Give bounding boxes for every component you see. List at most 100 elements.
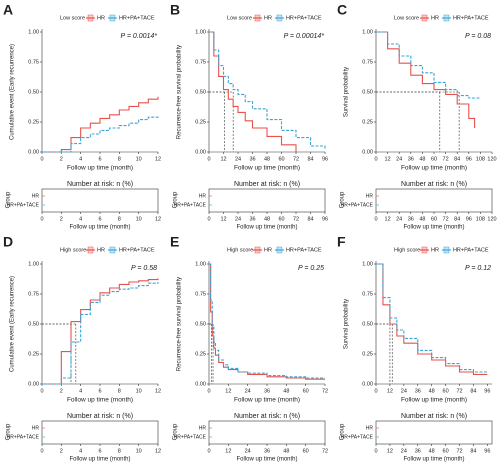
y-tick-label: 1.00 — [195, 29, 206, 35]
y-axis-label: Recurrence-free survival probability — [177, 277, 183, 371]
risk-table — [41, 420, 159, 445]
table-x-tick-label: 0 — [207, 448, 210, 454]
table-x-tick-label: 6 — [98, 216, 101, 222]
table-x-tick-label: 12 — [220, 216, 226, 222]
legend-label: HR+PA+TACE — [286, 247, 322, 253]
x-tick-label: 48 — [283, 388, 289, 394]
table-x-tick-label: 12 — [385, 216, 391, 222]
legend-box — [421, 246, 428, 254]
x-tick-label: 8 — [118, 156, 121, 162]
y-tick-label: 0.75 — [362, 59, 373, 65]
risk-row-label: HR — [366, 193, 374, 199]
legend-box — [254, 14, 261, 22]
km-curve — [42, 282, 159, 385]
table-x-tick-label: 36 — [415, 448, 421, 454]
km-curve — [376, 263, 488, 373]
table-x-tick-label: 60 — [303, 448, 309, 454]
table-x-tick-label: 84 — [454, 216, 460, 222]
x-tick-label: 6 — [98, 388, 101, 394]
y-tick-label: 0.00 — [362, 149, 373, 155]
risk-row-label: HR — [32, 193, 40, 199]
y-tick-label: 0.50 — [28, 89, 39, 95]
legend-box — [109, 14, 116, 22]
risk-table — [375, 188, 493, 213]
x-tick-label: 24 — [401, 388, 407, 394]
risk-title: Number at risk: n (%) — [401, 181, 467, 188]
table-x-tick-label: 72 — [443, 216, 449, 222]
x-axis-label: Follow up time (month) — [401, 397, 467, 404]
risk-group-label: Group — [6, 423, 12, 440]
p-value: P = 0.0014* — [120, 33, 157, 40]
risk-row-label: HR — [199, 193, 207, 199]
x-tick-label: 24 — [245, 388, 251, 394]
x-tick-label: 96 — [466, 156, 472, 162]
x-tick-label: 0 — [207, 388, 210, 394]
legend-box — [109, 246, 116, 254]
km-curve — [209, 263, 325, 380]
risk-title: Number at risk: n (%) — [401, 413, 467, 420]
legend-box — [87, 246, 94, 254]
x-tick-label: 6 — [98, 156, 101, 162]
risk-table — [41, 188, 159, 213]
table-x-tick-label: 4 — [79, 448, 82, 454]
table-x-tick-label: 24 — [245, 448, 251, 454]
x-axis-label: Follow up time (month) — [234, 165, 300, 172]
x-tick-label: 24 — [396, 156, 402, 162]
risk-group-label: Group — [340, 423, 346, 440]
legend-label: HR — [264, 247, 272, 253]
legend-label: HR — [97, 15, 105, 21]
legend-label: HR+PA+TACE — [119, 15, 155, 21]
legend-label: HR — [97, 247, 105, 253]
legend-box — [254, 246, 261, 254]
x-tick-label: 4 — [79, 388, 82, 394]
x-tick-label: 84 — [470, 388, 476, 394]
table-x-tick-label: 96 — [322, 216, 328, 222]
table-x-axis-label: Follow up time (month) — [403, 225, 464, 231]
km-curve — [376, 31, 481, 99]
x-tick-label: 12 — [385, 156, 391, 162]
p-value: P = 0.08 — [465, 33, 491, 40]
legend-label: HR — [431, 15, 439, 21]
table-x-tick-label: 48 — [419, 216, 425, 222]
risk-table — [375, 420, 493, 445]
x-tick-label: 0 — [374, 388, 377, 394]
table-x-tick-label: 48 — [429, 448, 435, 454]
risk-title: Number at risk: n (%) — [234, 181, 300, 188]
risk-title: Number at risk: n (%) — [67, 413, 133, 420]
y-axis-label: Survival probability — [344, 67, 350, 117]
x-tick-label: 72 — [293, 156, 299, 162]
x-tick-label: 24 — [235, 156, 241, 162]
x-axis-label: Follow up time (month) — [67, 165, 133, 172]
x-tick-label: 72 — [443, 156, 449, 162]
legend-title: Low score — [60, 15, 85, 21]
legend-label: HR — [431, 247, 439, 253]
y-tick-label: 0.00 — [362, 381, 373, 387]
x-tick-label: 10 — [136, 156, 142, 162]
legend-box — [421, 14, 428, 22]
km-curve — [209, 31, 326, 150]
x-axis-label: Follow up time (month) — [67, 397, 133, 404]
y-tick-label: 0.75 — [195, 59, 206, 65]
km-curve — [209, 31, 297, 152]
table-x-tick-label: 48 — [264, 216, 270, 222]
x-tick-label: 0 — [40, 156, 43, 162]
legend-title: Low score — [394, 15, 419, 21]
table-x-tick-label: 2 — [60, 448, 63, 454]
table-x-tick-label: 6 — [98, 448, 101, 454]
x-tick-label: 48 — [419, 156, 425, 162]
legend-label: HR+PA+TACE — [453, 247, 489, 253]
y-tick-label: 0.75 — [195, 291, 206, 297]
legend-label: HR+PA+TACE — [119, 247, 155, 253]
legend-title: High score — [227, 247, 253, 253]
risk-row-label: HR — [32, 425, 40, 431]
x-tick-label: 0 — [207, 156, 210, 162]
x-tick-label: 36 — [249, 156, 255, 162]
x-tick-label: 36 — [408, 156, 414, 162]
y-tick-label: 1.00 — [28, 261, 39, 267]
table-x-tick-label: 60 — [278, 216, 284, 222]
panel-label: D — [3, 234, 13, 250]
table-x-tick-label: 72 — [456, 448, 462, 454]
table-x-tick-label: 12 — [155, 216, 161, 222]
table-x-tick-label: 0 — [374, 448, 377, 454]
x-tick-label: 84 — [307, 156, 313, 162]
